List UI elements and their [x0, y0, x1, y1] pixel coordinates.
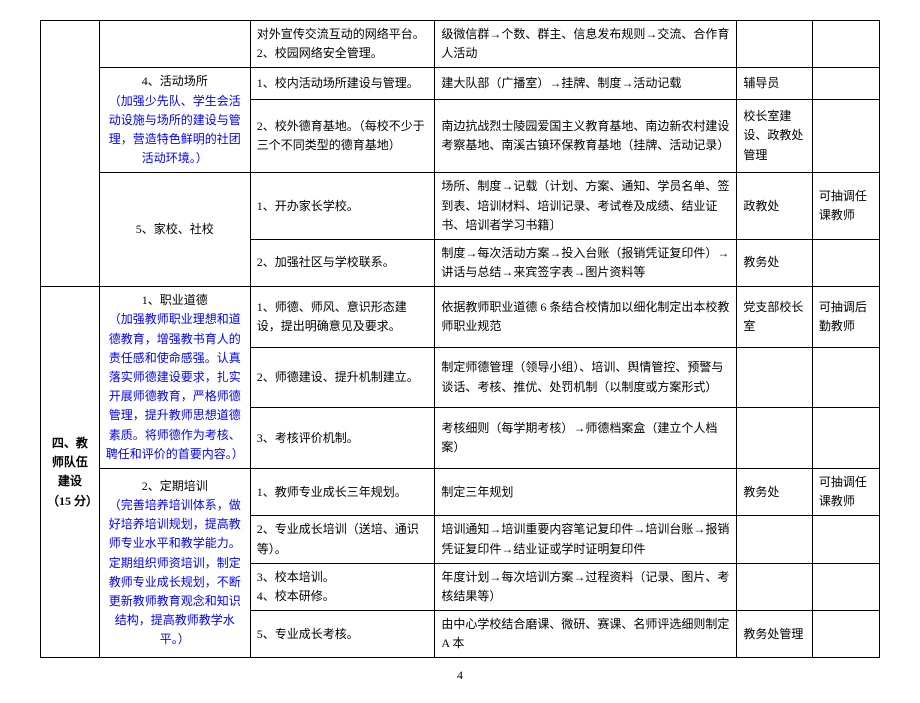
cell: 南边抗战烈士陵园爱国主义教育基地、南边新农村建设考察基地、南溪古镇环保教育基地（…: [435, 99, 737, 173]
cell: 培训通知→培训重要内容笔记复印件→培训台账→报销凭证复印件→结业证或学时证明复印…: [435, 516, 737, 563]
cell: 对外宣传交流互动的网络平台。2、校园网络安全管理。: [250, 21, 435, 68]
cell: [737, 21, 813, 68]
page-number: 4: [40, 668, 880, 683]
ethics-title-cell: 1、职业道德 （加强教师职业理想和道德教育，增强教书育人的责任感和使命感强。认真…: [99, 287, 250, 469]
training-title-cell: 2、定期培训 （完善培养培训体系，做好培养培训规划，提高教师专业水平和教学能力。…: [99, 468, 250, 658]
cell: 2、专业成长培训（送培、通识等）。: [250, 516, 435, 563]
cell: [812, 408, 879, 469]
cell: 1、教师专业成长三年规划。: [250, 468, 435, 515]
prev-item-cell: [99, 21, 250, 68]
cell: [812, 68, 879, 99]
cell: 制定三年规划: [435, 468, 737, 515]
cell: 2、加强社区与学校联系。: [250, 239, 435, 286]
prev-section-cell: [41, 21, 100, 287]
cell: 建大队部（广播室）→挂牌、制度→活动记载: [435, 68, 737, 99]
cell: [812, 563, 879, 610]
cell: 2、校外德育基地。（每校不少于三个不同类型的德育基地）: [250, 99, 435, 173]
venue-title-cell: 4、活动场所 （加强少先队、学生会活动设施与场所的建设与管理，营造特色鲜明的社团…: [99, 68, 250, 173]
venue-desc: （加强少先队、学生会活动设施与场所的建设与管理，营造特色鲜明的社团活动环境。）: [109, 94, 241, 166]
cell: 3、考核评价机制。: [250, 408, 435, 469]
home-title-cell: 5、家校、社校: [99, 173, 250, 287]
cell: [737, 516, 813, 563]
cell: 考核细则（每学期考核）→师德档案盒（建立个人档案）: [435, 408, 737, 469]
venue-title: 4、活动场所: [142, 74, 208, 88]
cell: [737, 563, 813, 610]
cell: 辅导员: [737, 68, 813, 99]
cell: 教务处: [737, 239, 813, 286]
cell: 政教处: [737, 173, 813, 240]
cell: [737, 408, 813, 469]
cell: 级微信群→个数、群主、信息发布规则→交流、合作育人活动: [435, 21, 737, 68]
cell: 场所、制度→记载（计划、方案、通知、学员名单、签到表、培训材料、培训记录、考试卷…: [435, 173, 737, 240]
cell: [812, 21, 879, 68]
cell: 教务处: [737, 468, 813, 515]
cell: 制度→每次活动方案→投入台账（报销凭证复印件）→讲话与总结→来宾签字表→图片资料…: [435, 239, 737, 286]
cell: 可抽调任课教师: [812, 468, 879, 515]
ethics-desc: （加强教师职业理想和道德教育，增强教书育人的责任感和使命感强。认真落实师德建设要…: [106, 312, 244, 460]
ethics-title: 1、职业道德: [142, 293, 208, 307]
cell: 党支部校长室: [737, 287, 813, 348]
section4-title-cell: 四、教师队伍建设（15 分）: [41, 287, 100, 658]
home-title: 5、家校、社校: [136, 222, 214, 236]
cell: [812, 99, 879, 173]
cell: [737, 347, 813, 408]
cell: [812, 347, 879, 408]
document-table: 对外宣传交流互动的网络平台。2、校园网络安全管理。 级微信群→个数、群主、信息发…: [40, 20, 880, 658]
cell: 3、校本培训。4、校本研修。: [250, 563, 435, 610]
cell: 依据教师职业道德 6 条结合校情加以细化制定出本校教师职业规范: [435, 287, 737, 348]
cell: 1、开办家长学校。: [250, 173, 435, 240]
cell: [812, 239, 879, 286]
cell: 可抽调后勤教师: [812, 287, 879, 348]
training-desc: （完善培养培训体系，做好培养培训规划，提高教师专业水平和教学能力。定期组织师资培…: [109, 498, 241, 646]
cell: 可抽调任课教师: [812, 173, 879, 240]
training-title: 2、定期培训: [142, 479, 208, 493]
cell: 年度计划→每次培训方案→过程资料（记录、图片、考核结果等）: [435, 563, 737, 610]
cell: 制定师德管理（领导小组）、培训、舆情管控、预警与谈话、考核、推优、处罚机制（以制…: [435, 347, 737, 408]
cell: 1、校内活动场所建设与管理。: [250, 68, 435, 99]
cell: 校长室建设、政教处管理: [737, 99, 813, 173]
cell: 2、师德建设、提升机制建立。: [250, 347, 435, 408]
cell: 1、师德、师风、意识形态建设，提出明确意见及要求。: [250, 287, 435, 348]
cell: [812, 516, 879, 563]
